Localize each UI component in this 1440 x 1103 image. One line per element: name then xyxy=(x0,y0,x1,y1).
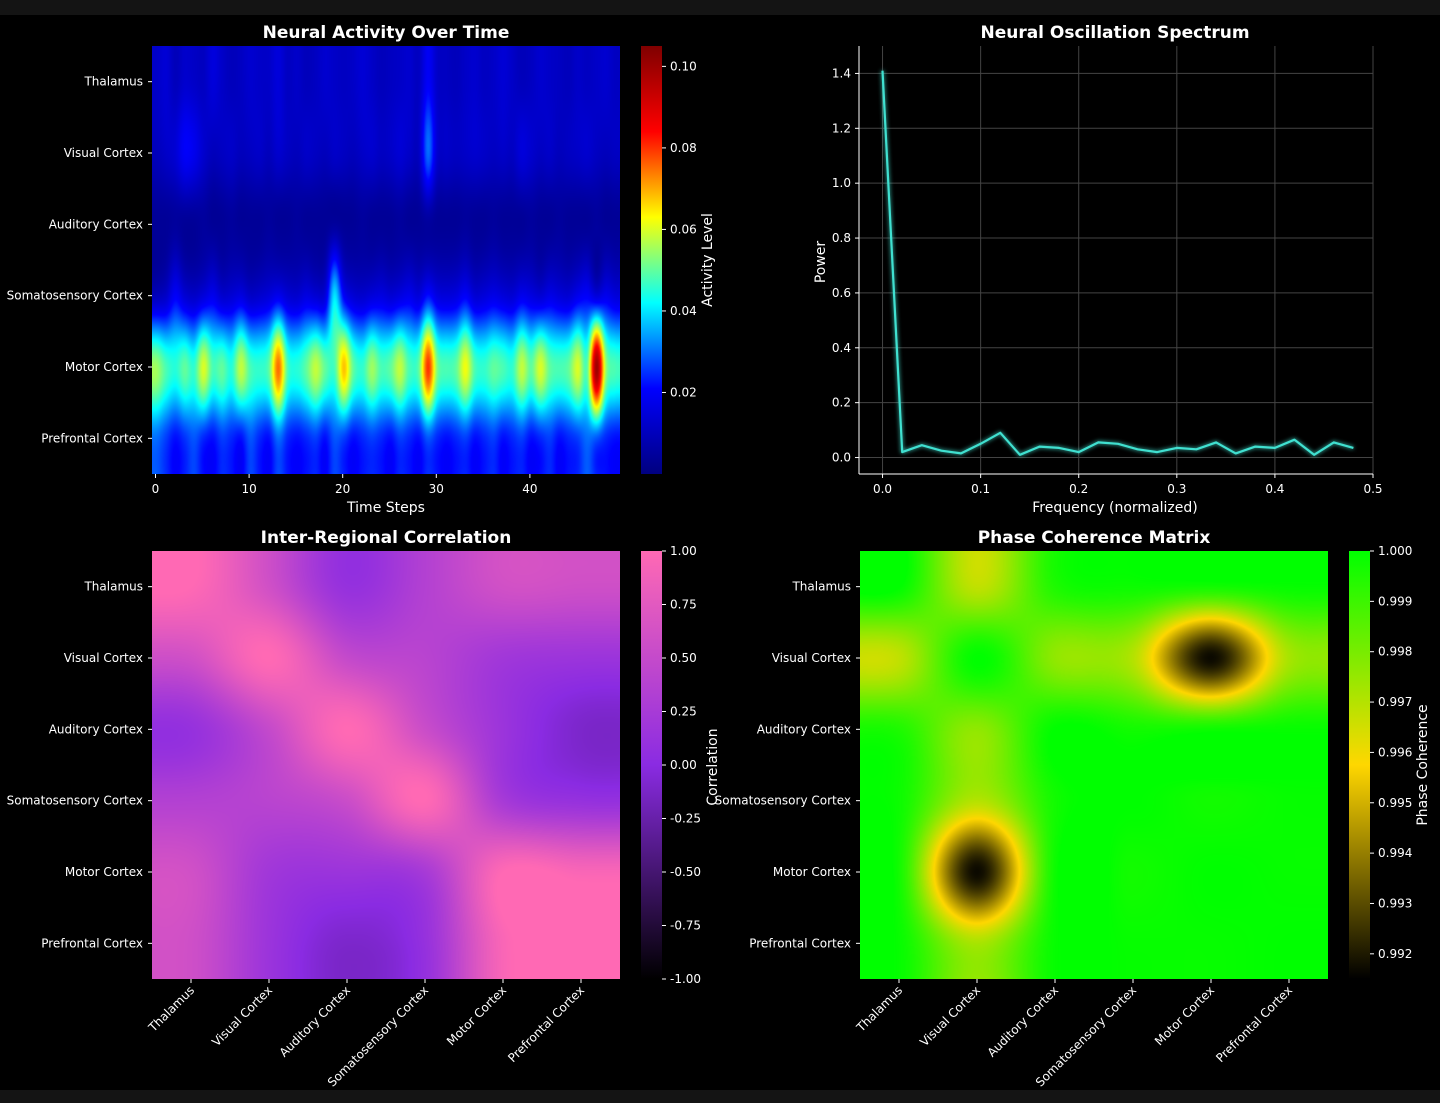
activity-heatmap-plot xyxy=(152,46,620,474)
coherence-xtick-label: Visual Cortex xyxy=(917,983,983,1049)
spectrum-ytick-label: 0.0 xyxy=(832,451,851,465)
coherence-ytick-label: Motor Cortex xyxy=(773,865,851,879)
spectrum-title: Neural Oscillation Spectrum xyxy=(980,23,1249,43)
correlation-ytick-label: Somatosensory Cortex xyxy=(7,794,143,808)
correlation-ytick-label: Thalamus xyxy=(83,580,143,594)
spectrum-series-line xyxy=(881,70,1354,456)
coherence-colorbar-tick-label: 0.998 xyxy=(1378,645,1412,659)
spectrum-ytick-label: 0.6 xyxy=(832,286,851,300)
coherence-ytick-label: Somatosensory Cortex xyxy=(715,794,851,808)
correlation-colorbar-tick-label: -0.75 xyxy=(670,919,701,933)
bottom-frame-bar xyxy=(0,1090,1440,1103)
activity-colorbar xyxy=(641,46,662,474)
coherence-colorbar-tick-label: 0.992 xyxy=(1378,947,1412,961)
spectrum-xtick-label: 0.4 xyxy=(1265,482,1284,496)
coherence-colorbar-tick-label: 0.993 xyxy=(1378,896,1412,910)
correlation-heatmap-plot xyxy=(152,551,620,979)
coherence-colorbar-tick-label: 0.995 xyxy=(1378,796,1412,810)
activity-colorbar-tick-label: 0.04 xyxy=(670,304,697,318)
correlation-colorbar-tick-label: 0.25 xyxy=(670,705,697,719)
coherence-title: Phase Coherence Matrix xyxy=(978,528,1211,548)
activity-ytick-label: Motor Cortex xyxy=(65,360,143,374)
correlation-xtick-label: Visual Cortex xyxy=(209,983,275,1049)
correlation-title: Inter-Regional Correlation xyxy=(261,528,512,548)
activity-ytick-label: Auditory Cortex xyxy=(49,217,143,231)
correlation-colorbar-tick-label: -0.50 xyxy=(670,865,701,879)
coherence-ytick-label: Auditory Cortex xyxy=(757,722,851,736)
spectrum-ytick-label: 1.4 xyxy=(832,66,851,80)
coherence-ytick-label: Prefrontal Cortex xyxy=(749,936,851,950)
activity-colorbar-tick-label: 0.08 xyxy=(670,141,697,155)
coherence-colorbar-tick-label: 0.996 xyxy=(1378,745,1412,759)
spectrum-ytick-label: 0.2 xyxy=(832,396,851,410)
top-frame-bar xyxy=(0,0,1440,15)
coherence-xtick-label: Prefrontal Cortex xyxy=(1213,983,1295,1065)
spectrum-xtick-label: 0.3 xyxy=(1167,482,1186,496)
activity-colorbar-tick-label: 0.02 xyxy=(670,385,697,399)
coherence-colorbar-tick-label: 0.999 xyxy=(1378,594,1412,608)
correlation-heatmap-panel: Inter-Regional Correlation ThalamusVisua… xyxy=(7,528,721,1090)
correlation-xtick-label: Prefrontal Cortex xyxy=(505,983,587,1065)
spectrum-xtick-label: 0.1 xyxy=(971,482,990,496)
activity-colorbar-tick-label: 0.10 xyxy=(670,59,697,73)
spectrum-xtick-label: 0.0 xyxy=(873,482,892,496)
correlation-ytick-label: Motor Cortex xyxy=(65,865,143,879)
correlation-colorbar-tick-label: 1.00 xyxy=(670,544,697,558)
correlation-colorbar xyxy=(641,551,662,979)
spectrum-ytick-label: 1.0 xyxy=(832,176,851,190)
coherence-ytick-label: Visual Cortex xyxy=(772,651,851,665)
coherence-xtick-label: Auditory Cortex xyxy=(985,983,1062,1060)
spectrum-xlabel: Frequency (normalized) xyxy=(1032,500,1198,516)
correlation-colorbar-tick-label: -0.25 xyxy=(670,812,701,826)
spectrum-xtick-label: 0.2 xyxy=(1069,482,1088,496)
correlation-colorbar-tick-label: 0.00 xyxy=(670,758,697,772)
activity-xtick-label: 0 xyxy=(152,482,160,496)
coherence-xtick-label: Motor Cortex xyxy=(1152,983,1217,1048)
correlation-ytick-label: Prefrontal Cortex xyxy=(41,936,143,950)
spectrum-ytick-label: 1.2 xyxy=(832,121,851,135)
correlation-colorbar-label: Correlation xyxy=(705,728,721,805)
activity-ytick-label: Prefrontal Cortex xyxy=(41,431,143,445)
activity-ytick-label: Somatosensory Cortex xyxy=(7,289,143,303)
activity-ytick-label: Thalamus xyxy=(83,75,143,89)
correlation-colorbar-tick-label: 0.50 xyxy=(670,651,697,665)
coherence-xtick-label: Thalamus xyxy=(853,983,905,1035)
coherence-colorbar-tick-label: 0.994 xyxy=(1378,846,1412,860)
correlation-xtick-label: Thalamus xyxy=(145,983,197,1035)
activity-ytick-label: Visual Cortex xyxy=(64,146,143,160)
coherence-colorbar-label: Phase Coherence xyxy=(1415,704,1431,825)
coherence-colorbar-tick-label: 0.997 xyxy=(1378,695,1412,709)
activity-xtick-label: 10 xyxy=(241,482,256,496)
activity-heatmap-panel: Neural Activity Over Time Thalamus Visual… xyxy=(7,23,716,516)
correlation-colorbar-tick-label: -1.00 xyxy=(670,972,701,986)
activity-colorbar-label: Activity Level xyxy=(700,213,716,307)
coherence-ytick-label: Thalamus xyxy=(791,580,851,594)
activity-xtick-label: 30 xyxy=(429,482,444,496)
spectrum-panel: Neural Oscillation Spectrum 0.0 0.1 0.2 0.3… xyxy=(813,23,1383,516)
activity-xtick-label: 20 xyxy=(335,482,350,496)
correlation-ytick-label: Visual Cortex xyxy=(64,651,143,665)
spectrum-xtick-label: 0.5 xyxy=(1363,482,1382,496)
coherence-colorbar xyxy=(1349,551,1370,979)
spectrum-ylabel: Power xyxy=(813,241,829,284)
activity-colorbar-tick-label: 0.06 xyxy=(670,222,697,236)
correlation-colorbar-tick-label: 0.75 xyxy=(670,598,697,612)
correlation-xtick-label: Auditory Cortex xyxy=(277,983,354,1060)
coherence-heatmap-plot xyxy=(860,551,1328,979)
activity-xlabel: Time Steps xyxy=(346,500,425,516)
activity-title: Neural Activity Over Time xyxy=(263,23,510,43)
correlation-xtick-label: Motor Cortex xyxy=(444,983,509,1048)
spectrum-ytick-label: 0.4 xyxy=(832,341,851,355)
correlation-ytick-label: Auditory Cortex xyxy=(49,722,143,736)
activity-xtick-label: 40 xyxy=(522,482,537,496)
coherence-colorbar-tick-label: 1.000 xyxy=(1378,544,1412,558)
spectrum-ytick-label: 0.8 xyxy=(832,231,851,245)
